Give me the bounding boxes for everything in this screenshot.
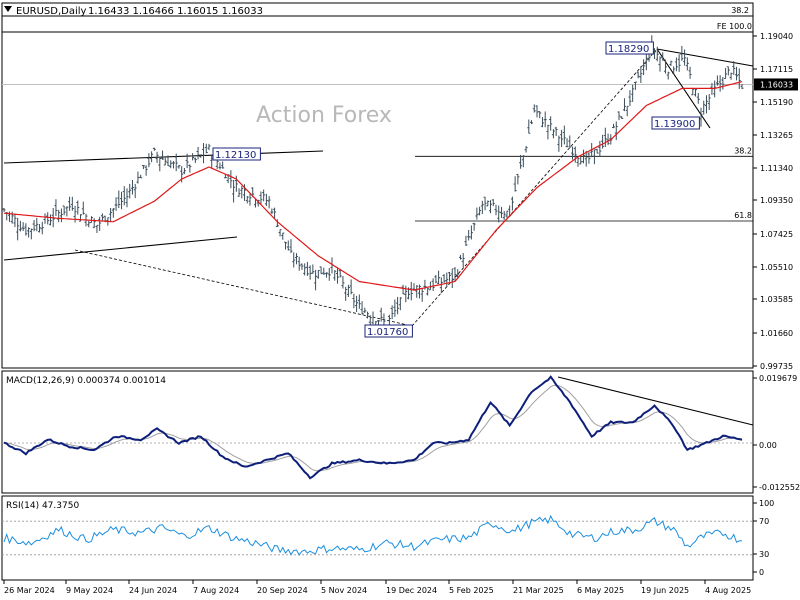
fib-382-label: 38.2	[734, 146, 752, 155]
macd-panel-frame	[1, 370, 754, 494]
current-price-tag	[754, 78, 798, 91]
price-axis-label: 1.09350	[760, 196, 793, 205]
macd-axis-label: 0.019679	[759, 374, 797, 383]
fe100-label: FE 100.0	[717, 22, 752, 31]
label-low-box	[364, 324, 413, 338]
price-axis-label: 1.17115	[760, 65, 793, 74]
time-axis-label: 20 Sep 2024	[257, 586, 308, 595]
price-candles	[2, 35, 744, 332]
trendline-dashed-rally	[411, 48, 658, 327]
macd-title: MACD(12,26,9) 0.000374 0.001014	[6, 376, 166, 386]
label-low: 1.01760	[367, 327, 408, 338]
time-axis-label: 19 Jun 2025	[641, 586, 689, 595]
time-axis-label: 6 May 2025	[577, 586, 624, 595]
rsi-line	[3, 514, 743, 556]
price-axis-label: 1.13265	[760, 131, 793, 140]
time-axis-label: 5 Nov 2024	[321, 586, 367, 595]
label-swing-high: 1.12130	[215, 150, 256, 161]
price-axis-label: 1.07425	[760, 230, 793, 239]
rsi-panel-frame	[1, 495, 754, 581]
time-axis-label: 5 Feb 2025	[449, 586, 494, 595]
price-axis-label: 1.15190	[760, 98, 793, 107]
chart-header-symbol: EURUSD,Daily	[16, 6, 87, 17]
macd-axis-label: 0.00	[759, 441, 777, 450]
moving-average-line	[3, 81, 743, 291]
time-axis-label: 24 Jun 2024	[129, 586, 177, 595]
time-axis-label: 4 Aug 2025	[705, 586, 751, 595]
price-axis-label: 0.99735	[760, 362, 793, 371]
macd-signal-line	[3, 384, 743, 472]
rsi-axis-label: 70	[759, 517, 769, 526]
price-panel-frame	[1, 2, 754, 369]
macd-axis-label: -0.012552	[759, 483, 800, 492]
trendline-upper-left	[3, 150, 324, 164]
time-axis-label: 26 Mar 2024	[4, 586, 55, 595]
chart-header-ohlc: 1.16433 1.16466 1.16015 1.16033	[88, 6, 263, 17]
dropdown-arrow-icon	[4, 6, 12, 12]
rsi-axis-label: 100	[759, 499, 774, 508]
fib-top-label: 38.2	[731, 6, 749, 15]
label-swing-high-box	[212, 147, 261, 161]
time-axis-label: 21 Mar 2025	[513, 586, 564, 595]
price-axis-label: 1.03585	[760, 295, 793, 304]
fib-618-label: 61.8	[734, 211, 752, 220]
rsi-axis-label: 0	[759, 568, 764, 577]
price-axis-label: 1.05510	[760, 263, 793, 272]
macd-trendline	[557, 376, 754, 426]
time-axis-label: 9 May 2024	[66, 586, 113, 595]
price-axis-label: 1.01660	[760, 329, 793, 338]
trendline-channel-top	[656, 48, 754, 67]
rsi-title: RSI(14) 47.3750	[6, 501, 79, 511]
label-swing-low: 1.13900	[654, 119, 695, 130]
trendline-dashed-decline	[74, 249, 413, 327]
time-axis-label: 19 Dec 2024	[386, 586, 437, 595]
label-swing-low-box	[651, 116, 700, 130]
macd-line	[3, 375, 743, 480]
price-axis-label: 1.11340	[760, 164, 793, 173]
trendline-lower-left	[3, 236, 238, 261]
label-high: 1.18290	[608, 44, 649, 55]
time-axis-label: 7 Aug 2024	[193, 586, 239, 595]
label-high-box	[605, 41, 654, 55]
rsi-axis-label: 30	[759, 550, 769, 559]
price-axis-label: 1.19040	[760, 32, 793, 41]
current-price-label: 1.16033	[760, 80, 793, 89]
watermark: Action Forex	[256, 103, 392, 128]
